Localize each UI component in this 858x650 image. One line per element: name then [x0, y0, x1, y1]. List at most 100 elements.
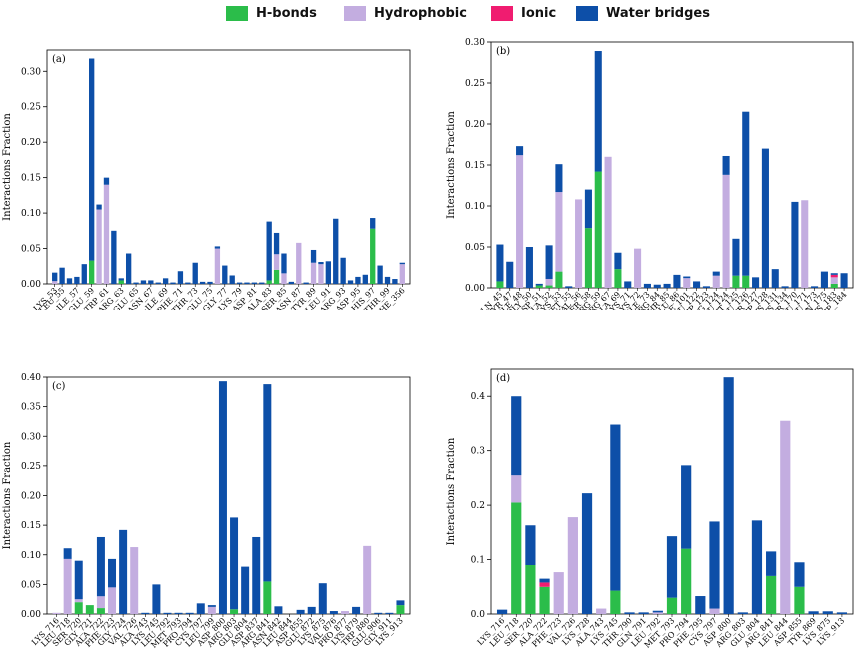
bar-water-bridges [118, 278, 124, 281]
bar-hbonds [396, 605, 405, 614]
bar-water-bridges [771, 269, 779, 288]
y-axis-label: Interactions Fraction [2, 113, 13, 221]
bar-water-bridges [218, 381, 227, 614]
y-tick-label: 0.25 [465, 79, 485, 89]
bar-hydrophobic [634, 248, 642, 288]
bar-hydrophobic [575, 199, 583, 288]
bar-water-bridges [830, 273, 838, 275]
y-tick-label: 0.15 [21, 174, 41, 184]
bar-water-bridges [794, 562, 805, 587]
bar-water-bridges [162, 278, 169, 284]
bar-water-bridges [761, 148, 769, 288]
bar-water-bridges [252, 536, 261, 614]
y-tick-label: 0.30 [21, 432, 41, 442]
bar-water-bridges [614, 252, 622, 270]
bar-hbonds [96, 608, 105, 614]
y-axis-label: Interactions Fraction [446, 437, 457, 545]
bar-hydrophobic [207, 606, 216, 614]
bar-hbonds [535, 285, 543, 288]
bar-water-bridges [236, 282, 243, 284]
bar-water-bridges [791, 201, 799, 288]
bar-hbonds [614, 269, 622, 288]
bar-water-bridges [63, 548, 72, 559]
bar-water-bridges [822, 611, 833, 614]
bar-water-bridges [59, 267, 65, 284]
bar-hydrophobic [399, 264, 405, 284]
bar-water-bridges [362, 274, 368, 284]
bar-water-bridges [742, 111, 750, 276]
legend-label-hydrophobic: Hydrophobic [374, 5, 467, 21]
bar-ionic [539, 582, 550, 587]
bar-water-bridges [196, 603, 205, 614]
bar-water-bridges [808, 611, 819, 614]
bar-hydrophobic [553, 572, 564, 614]
bar-hydrophobic [63, 558, 72, 614]
y-tick-label: 0.15 [465, 161, 485, 171]
bar-hydrophobic [652, 612, 663, 614]
y-tick-label: 0.05 [465, 243, 485, 253]
bar-water-bridges [214, 246, 221, 249]
y-tick-label: 0.10 [21, 209, 41, 219]
y-tick-label: 0.15 [21, 521, 41, 531]
y-tick-label: 0.20 [465, 120, 485, 130]
bar-water-bridges [811, 286, 819, 288]
bar-water-bridges [539, 578, 550, 583]
bar-water-bridges [207, 605, 216, 607]
bar-hydrophobic [103, 184, 110, 284]
bar-water-bridges [152, 584, 161, 615]
bar-hbonds [525, 565, 536, 614]
bar-water-bridges [535, 283, 543, 286]
bar-water-bridges [840, 273, 848, 288]
bar-water-bridges [229, 275, 235, 284]
bar-water-bridges [506, 261, 514, 288]
bar-water-bridges [709, 521, 720, 609]
bar-water-bridges [274, 606, 283, 614]
bar-hydrophobic [96, 209, 102, 284]
y-tick-label: 0.00 [21, 280, 41, 290]
bar-water-bridges [723, 377, 734, 614]
axes-frame [490, 41, 854, 289]
bar-hydrophobic [52, 612, 61, 614]
bar-water-bridges [624, 281, 632, 288]
bar-hbonds [666, 597, 678, 614]
bar-water-bridges [259, 282, 265, 284]
y-tick-label: 0.20 [21, 492, 41, 502]
legend-label-ionic: Ionic [521, 5, 557, 21]
bar-water-bridges [643, 283, 651, 288]
bar-water-bridges [525, 525, 536, 565]
bar-hbonds [496, 281, 504, 288]
legend-item-hbonds: H-bonds [226, 4, 317, 22]
panel-label: (b) [496, 46, 510, 57]
bar-hydrophobic [296, 242, 302, 284]
bar-hydrophobic [52, 281, 58, 284]
bar-water-bridges [174, 612, 183, 614]
bar-hydrophobic [214, 248, 221, 284]
bar-hydrophobic [545, 278, 553, 286]
bar-water-bridges [525, 247, 533, 288]
bar-water-bridges [192, 262, 198, 284]
bar-water-bridges [347, 280, 354, 284]
bar-water-bridges [307, 606, 316, 614]
bar-water-bridges [125, 253, 132, 284]
y-tick-label: 0.30 [465, 38, 485, 48]
bar-water-bridges [310, 249, 317, 263]
bar-hbonds [85, 605, 94, 614]
bar-water-bridges [89, 58, 95, 261]
bar-water-bridges [140, 280, 147, 284]
y-tick-label: 0.05 [21, 245, 41, 255]
bar-water-bridges [565, 286, 573, 288]
legend-swatch-hbonds [226, 5, 248, 21]
bar-water-bridges [781, 286, 789, 288]
bar-water-bridges [396, 600, 405, 606]
bar-water-bridges [374, 612, 383, 614]
bar-water-bridges [511, 396, 522, 476]
bar-water-bridges [318, 262, 324, 265]
bar-water-bridges [584, 189, 592, 229]
bar-hydrophobic [340, 611, 349, 614]
bar-hbonds [766, 575, 777, 614]
bar-water-bridges [732, 238, 740, 276]
axes-frame [46, 49, 411, 285]
chart-panel-c: (c) Interactions Fraction 0.00 0.05 0.10 0.15… [2, 373, 411, 650]
bar-water-bridges [385, 612, 394, 614]
y-tick-label: 0.3 [471, 447, 486, 457]
